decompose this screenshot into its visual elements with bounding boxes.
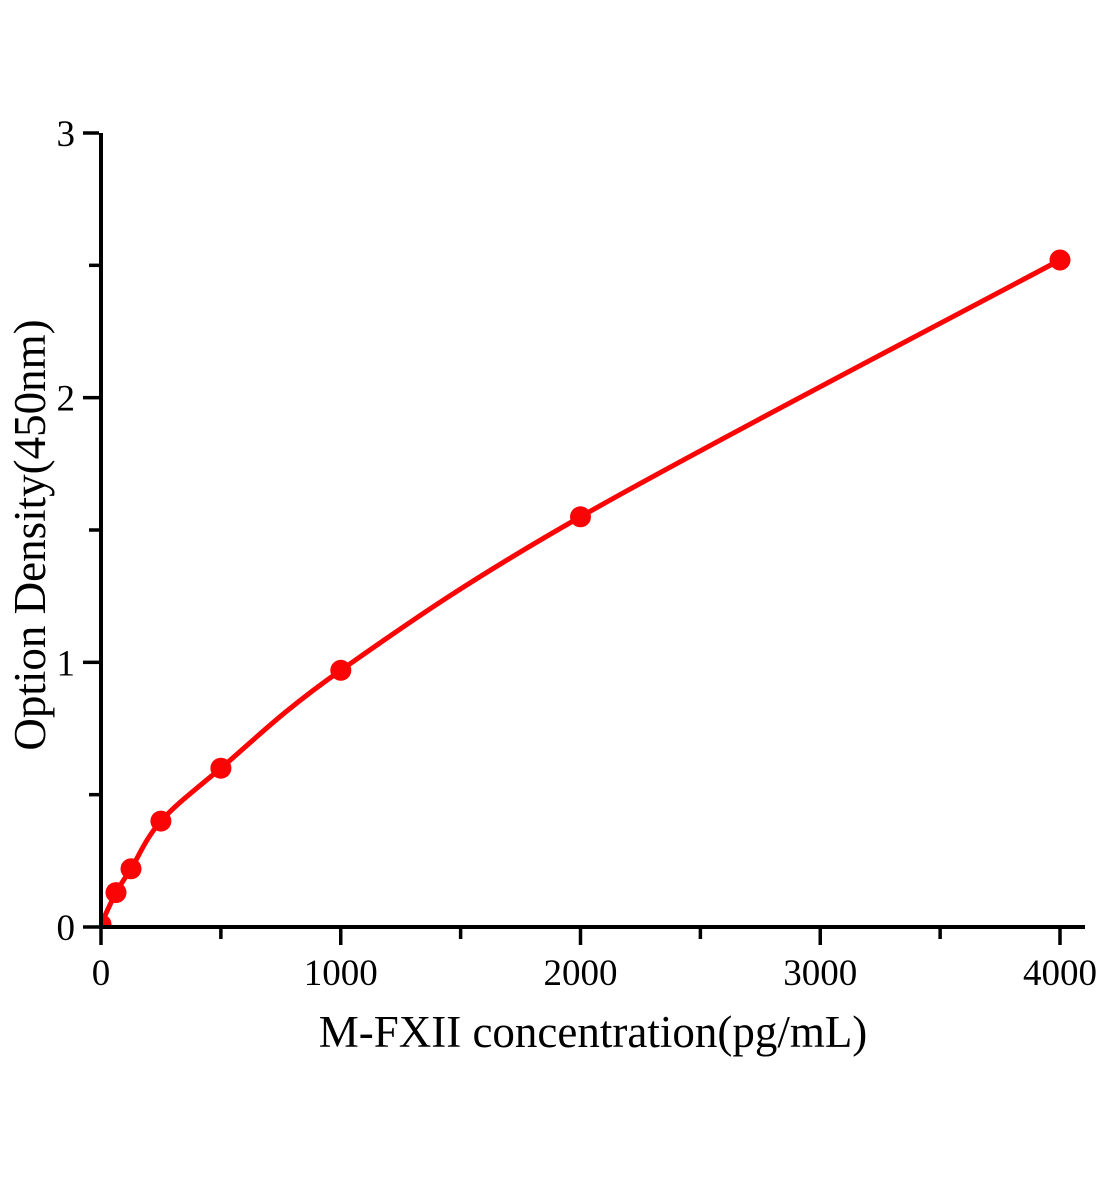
x-tick-label: 4000 (1023, 953, 1097, 994)
y-tick-label: 2 (57, 379, 76, 420)
y-axis-title: Option Density(450nm) (5, 319, 55, 751)
y-tick-label: 1 (57, 643, 76, 684)
x-tick-label: 0 (92, 953, 111, 994)
x-axis-title: M-FXII concentration(pg/mL) (318, 1007, 868, 1057)
data-point-marker (210, 757, 232, 779)
data-point-marker (570, 506, 591, 528)
y-tick-label: 0 (57, 908, 76, 949)
data-point-marker (105, 882, 127, 904)
x-tick-label: 3000 (783, 953, 857, 994)
data-point-marker (330, 659, 352, 681)
x-tick-label: 2000 (544, 953, 618, 994)
data-series-group (101, 249, 1071, 927)
data-point-marker (120, 858, 142, 880)
data-point-marker (1049, 249, 1071, 271)
data-point-marker (150, 810, 172, 832)
x-tick-label: 1000 (304, 953, 378, 994)
standard-curve-line (101, 257, 1063, 927)
data-point-marker (101, 913, 112, 927)
y-tick-label: 3 (57, 114, 76, 155)
